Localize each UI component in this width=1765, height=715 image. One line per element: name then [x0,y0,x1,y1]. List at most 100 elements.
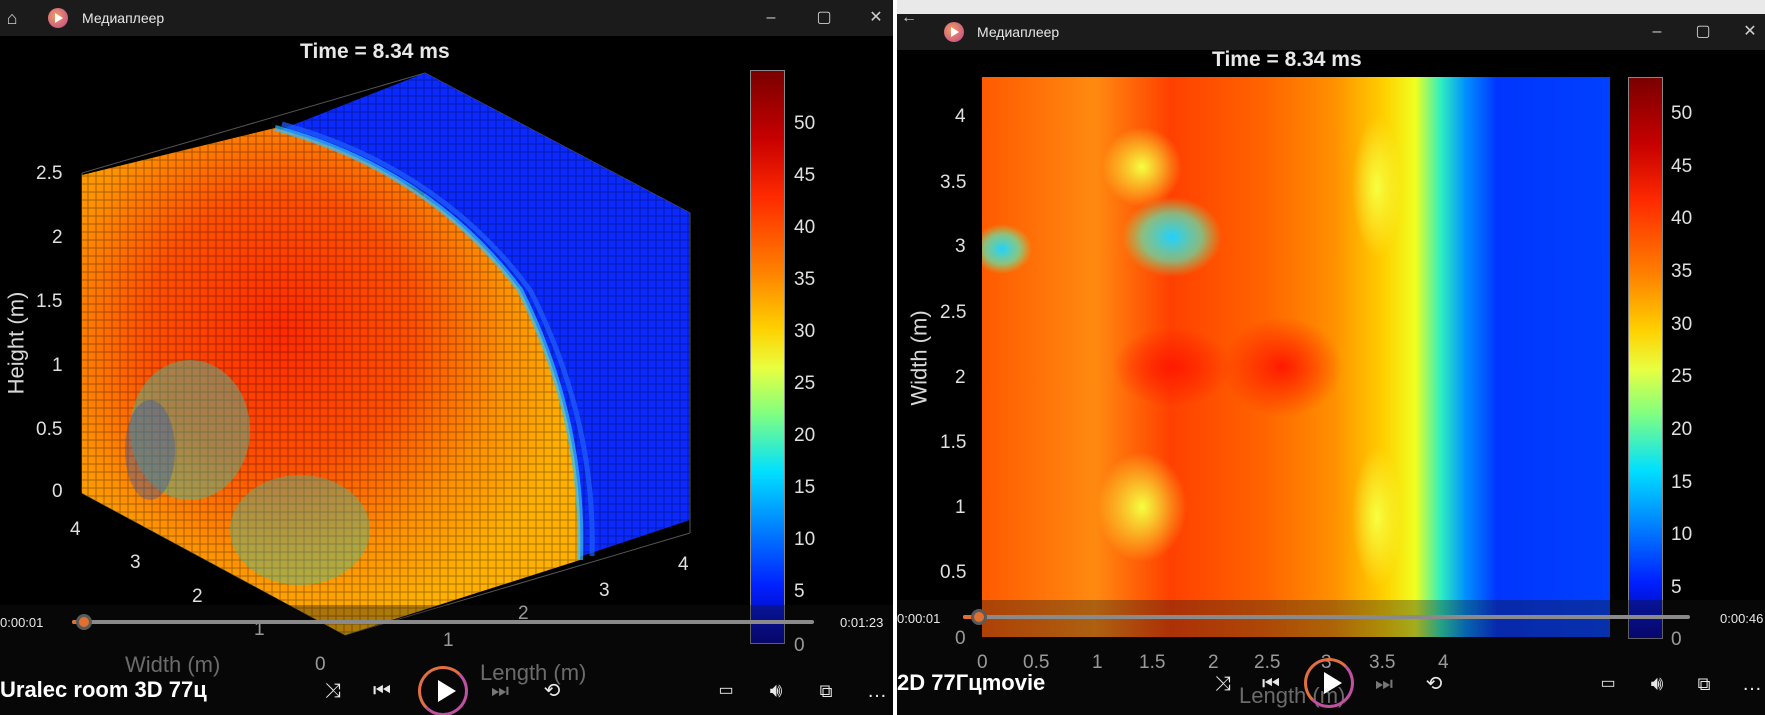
home-icon[interactable]: ⌂ [6,8,18,28]
tick-label: 3 [955,236,966,257]
window-title: Медиаплеер [82,10,165,26]
play-icon[interactable] [418,666,468,715]
volume-icon[interactable]: 🔊︎ [769,680,783,702]
colorbar-tick: 35 [794,269,816,290]
colorbar-tick: 45 [1671,156,1693,177]
colorbar-tick: 10 [794,529,816,550]
top-strip [897,0,1765,14]
width-axis-label: Width (m) [125,652,221,677]
previous-icon[interactable]: ⏮ [1262,673,1280,695]
media-title: Uralec room 3D 77ц [0,677,207,702]
colorbar-tick: 35 [1671,261,1693,282]
tick-label: 0 [977,652,988,673]
tick-label: 1 [1092,652,1103,673]
seek-thumb[interactable] [970,609,987,625]
play-icon[interactable] [1304,658,1354,708]
tick-label: 0 [52,481,63,502]
tick-label: 0.5 [1023,652,1050,673]
more-icon[interactable]: … [1742,673,1762,695]
tick-label: 3 [130,552,141,573]
window-title: Медиаплеер [977,24,1060,40]
length-axis-label: Length (m) [480,660,587,685]
tick-label: 1 [443,630,454,651]
tick-label: 2 [518,603,529,624]
colorbar [750,70,785,644]
tick-label: 1.5 [940,432,967,453]
tick-label: 2.5 [36,163,63,184]
miniplayer-icon[interactable]: ⧉ [819,681,833,701]
minimize-icon[interactable]: – [766,9,776,26]
colorbar [1628,77,1663,639]
subtitles-icon[interactable]: ▭ [718,682,734,699]
media-player-icon [944,22,964,42]
tick-label: 2.5 [940,302,967,323]
tick-label: 3.5 [940,172,967,193]
next-icon[interactable]: ⏭ [491,680,509,702]
tick-label: 0.5 [36,419,63,440]
window-divider [893,0,897,715]
seek-bar[interactable] [72,620,814,624]
media-player-window-left: ⌂ Медиаплеер – ▢ ✕ Time = 8.34 ms [0,0,893,715]
colorbar-tick: 30 [794,321,816,342]
colorbar-tick: 15 [794,477,816,498]
colorbar-tick: 0 [794,635,805,656]
maximize-icon[interactable]: ▢ [1695,23,1711,40]
tick-label: 1 [254,619,265,640]
tick-label: 1.5 [1139,652,1166,673]
tick-label: 1 [52,355,63,376]
current-time: 0:00:01 [897,611,941,626]
shuffle-icon[interactable]: ⤨ [325,680,341,702]
height-axis-label: Height (m) [3,291,29,395]
volume-icon[interactable]: 🔊︎ [1650,673,1664,695]
plot-title: Time = 8.34 ms [1212,48,1362,71]
previous-icon[interactable]: ⏮ [373,680,391,702]
repeat-icon[interactable]: ⟲ [543,680,561,702]
colorbar-tick: 25 [794,373,816,394]
tick-label: 4 [955,106,966,127]
tick-label: 0.5 [940,562,967,583]
close-icon[interactable]: ✕ [869,9,883,26]
title-bar[interactable]: ← Медиаплеер – ▢ ✕ [897,9,1765,50]
colorbar-tick: 50 [1671,103,1693,124]
y-axis-label: Width (m) [906,310,932,406]
colorbar-tick: 0 [1671,629,1682,650]
media-player-icon [48,8,68,28]
colorbar-tick: 50 [794,113,816,134]
tick-label: 4 [678,554,689,575]
maximize-icon[interactable]: ▢ [816,9,832,26]
more-icon[interactable]: … [867,680,887,702]
colorbar-tick: 10 [1671,524,1693,545]
back-icon[interactable]: ← [901,9,917,26]
colorbar-tick: 15 [1671,472,1693,493]
colorbar-tick: 30 [1671,314,1693,335]
colorbar-tick: 5 [1671,577,1682,598]
tick-label: 1 [955,497,966,518]
colorbar-tick: 20 [1671,419,1693,440]
subtitles-icon[interactable]: ▭ [1600,675,1616,692]
media-title: 2D 77Гцmovie [897,670,1046,695]
total-time: 0:00:46 [1720,611,1764,626]
media-player-window-right: ← Медиаплеер – ▢ ✕ Time = 8.34 ms [897,0,1765,715]
tick-label: 2 [52,227,63,248]
tick-label: 1.5 [36,291,63,312]
tick-label: 2 [955,367,966,388]
seek-thumb[interactable] [76,614,92,630]
next-icon[interactable]: ⏭ [1375,673,1393,695]
title-bar[interactable]: ⌂ Медиаплеер – ▢ ✕ [0,0,893,36]
colorbar-tick: 20 [794,425,816,446]
repeat-icon[interactable]: ⟲ [1425,673,1443,695]
seek-bar[interactable] [963,615,1690,619]
shuffle-icon[interactable]: ⤨ [1215,673,1231,695]
tick-label: 0 [955,628,966,649]
miniplayer-icon[interactable]: ⧉ [1697,674,1711,694]
surface-plot-3d [81,72,691,636]
tick-label: 3 [599,580,610,601]
plot-title: Time = 8.34 ms [300,40,450,63]
colorbar-tick: 45 [794,165,816,186]
colorbar-tick: 40 [794,217,816,238]
colorbar-tick: 5 [794,581,805,602]
tick-label: 2.5 [1254,652,1281,673]
close-icon[interactable]: ✕ [1743,23,1757,40]
minimize-icon[interactable]: – [1652,23,1662,40]
heatmap-2d [982,77,1610,637]
